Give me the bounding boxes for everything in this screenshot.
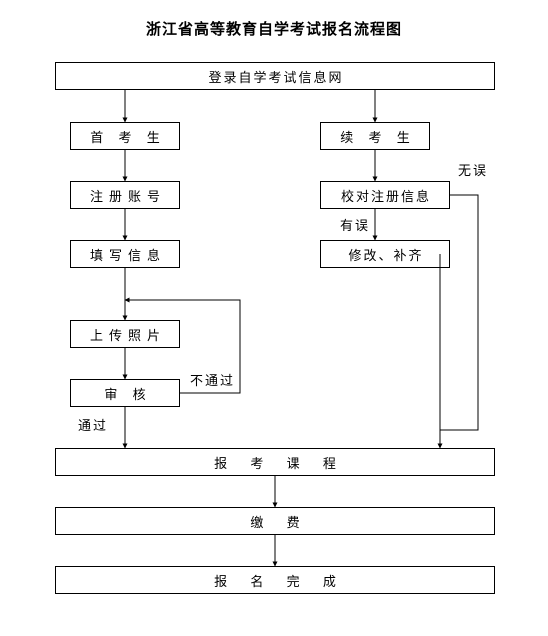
node-register: 注册账号: [70, 181, 180, 209]
node-audit: 审 核: [70, 379, 180, 407]
node-fix: 修改、补齐: [320, 240, 450, 268]
page-title: 浙江省高等教育自学考试报名流程图: [0, 18, 548, 39]
node-verify: 校对注册信息: [320, 181, 450, 209]
node-login: 登录自学考试信息网: [55, 62, 495, 90]
node-renew: 续 考 生: [320, 122, 430, 150]
node-photo: 上传照片: [70, 320, 180, 348]
node-first: 首 考 生: [70, 122, 180, 150]
label-pass: 通过: [78, 415, 108, 434]
flow-edges: [0, 0, 548, 636]
node-done: 报 名 完 成: [55, 566, 495, 594]
node-fill: 填写信息: [70, 240, 180, 268]
label-has-error: 有误: [340, 215, 370, 234]
node-course: 报 考 课 程: [55, 448, 495, 476]
label-fail: 不通过: [190, 370, 235, 389]
label-no-error: 无误: [458, 160, 488, 179]
node-pay: 缴 费: [55, 507, 495, 535]
